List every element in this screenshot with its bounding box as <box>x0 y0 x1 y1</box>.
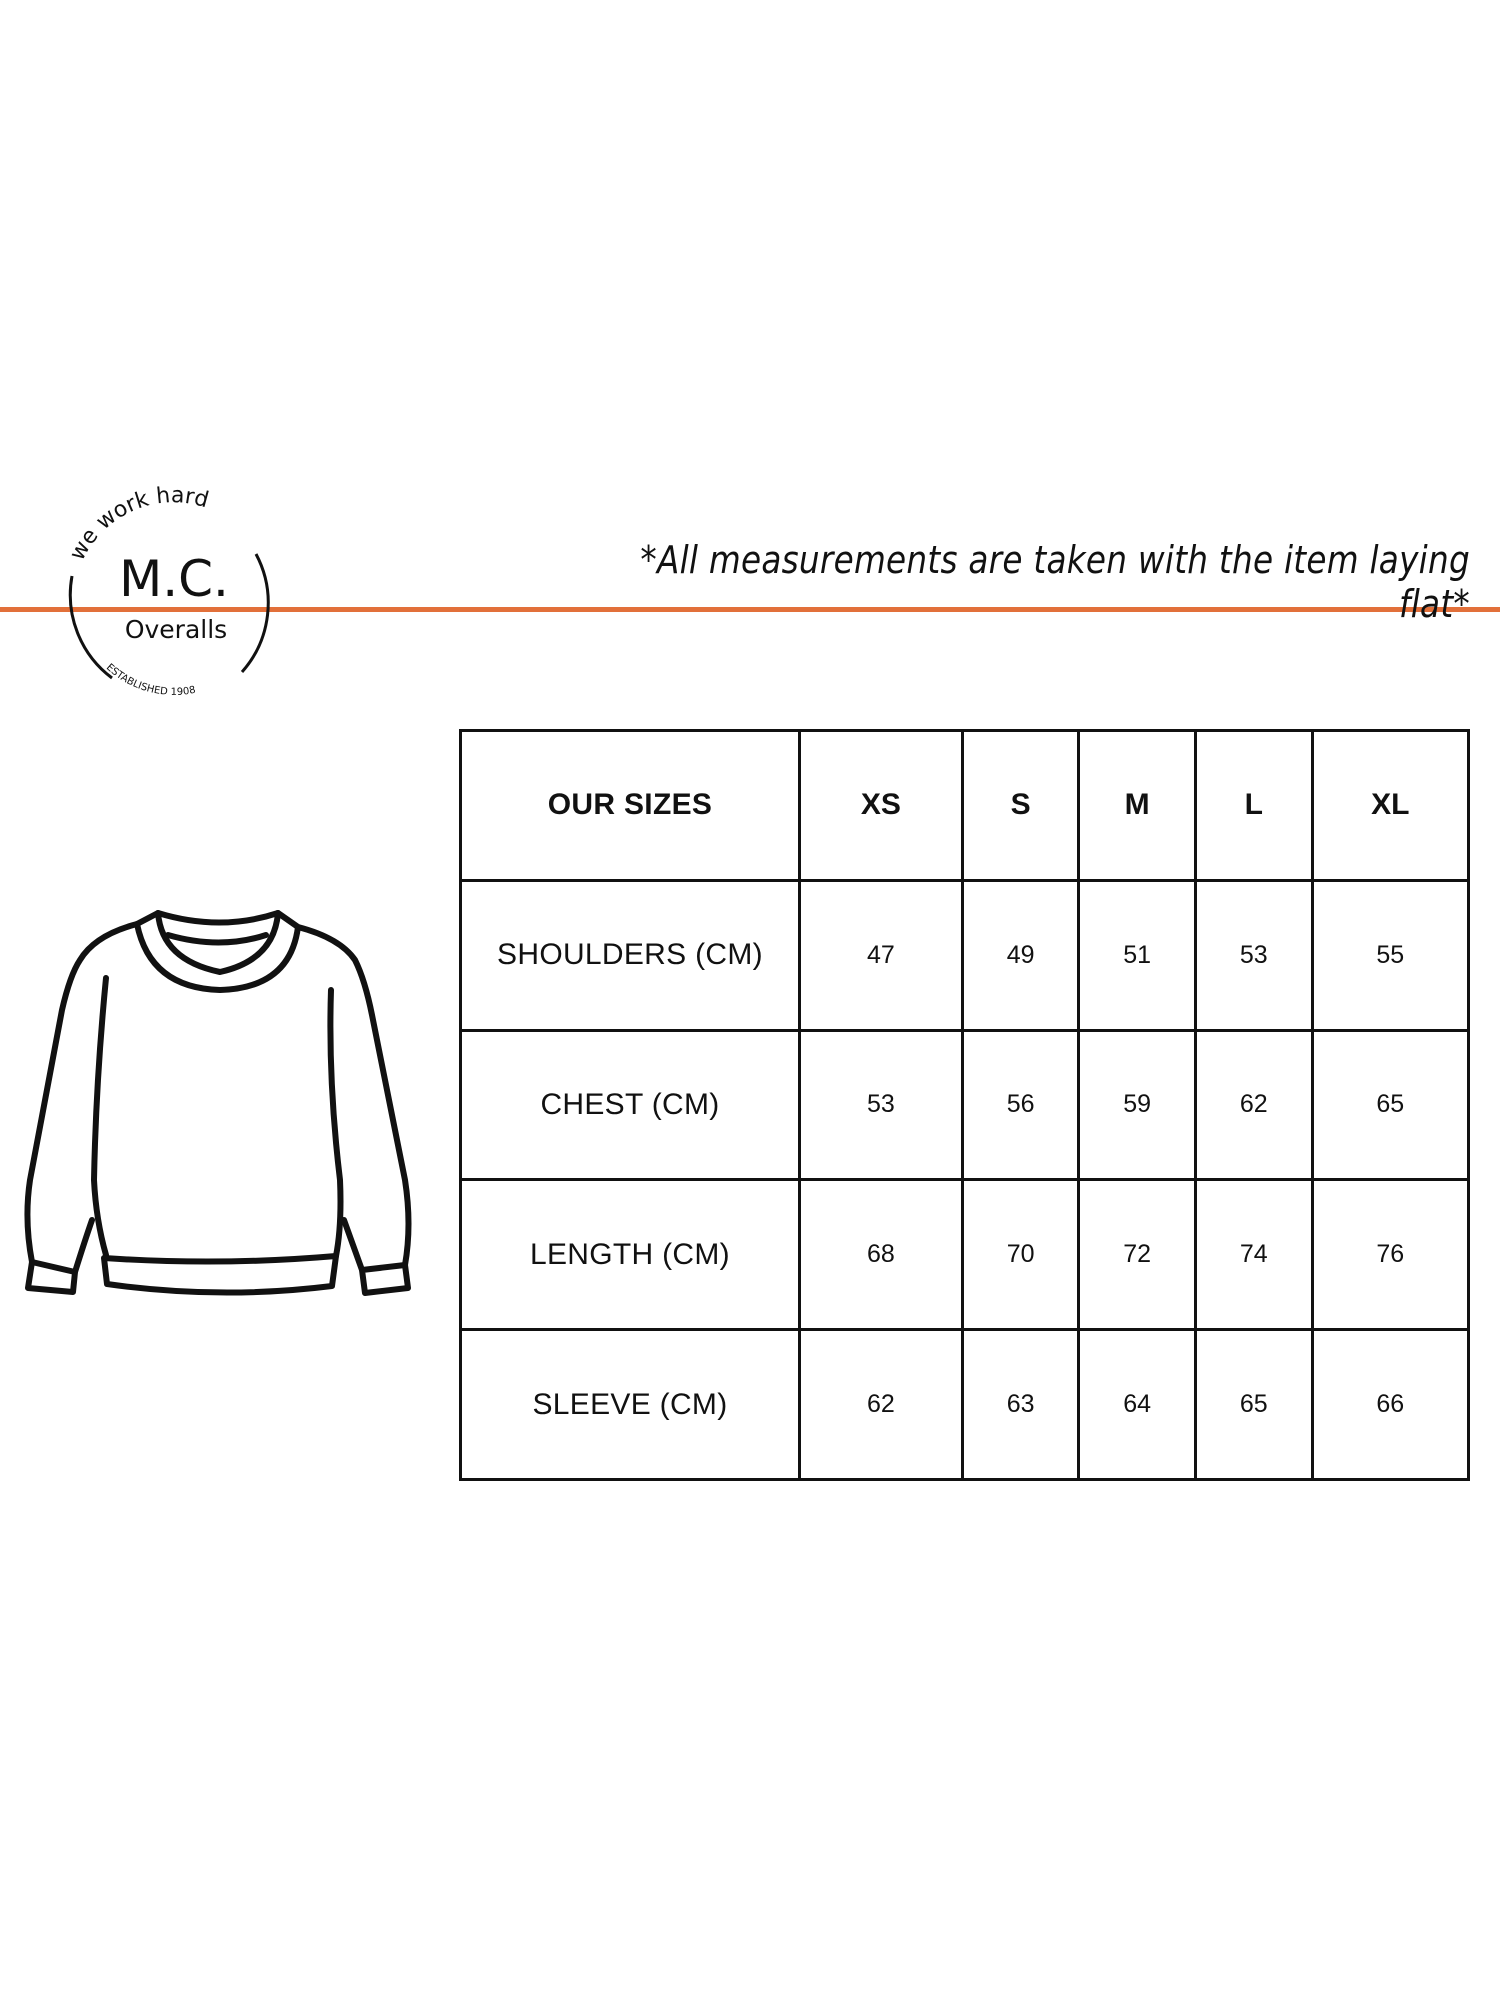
table-row: CHEST (CM) 53 56 59 62 65 <box>459 1028 1471 1182</box>
row-label: LENGTH (CM) <box>459 1178 801 1332</box>
header-cell: OUR SIZES <box>459 729 801 882</box>
table-cell: 53 <box>1193 878 1314 1032</box>
measurement-note: *All measurements are taken with the ite… <box>640 538 1470 626</box>
table-cell: 65 <box>1310 1028 1471 1182</box>
header-cell: XL <box>1310 729 1471 882</box>
table-cell: 49 <box>960 878 1081 1032</box>
brand-logo: we work hard ESTABLISHED 1908 M.C. Overa… <box>65 483 270 698</box>
table-cell: 62 <box>1193 1028 1314 1182</box>
table-header-row: OUR SIZES XS S M L XL <box>459 729 1471 882</box>
header-cell: L <box>1193 729 1314 882</box>
table-cell: 63 <box>960 1328 1081 1481</box>
table-cell: 55 <box>1310 878 1471 1032</box>
table-cell: 64 <box>1077 1328 1197 1481</box>
logo-arc-bottom: ESTABLISHED 1908 <box>104 662 197 698</box>
table-cell: 53 <box>798 1028 964 1182</box>
table-cell: 70 <box>960 1178 1081 1332</box>
header-cell: XS <box>798 729 964 882</box>
table-row: LENGTH (CM) 68 70 72 74 76 <box>459 1178 1471 1332</box>
table-cell: 72 <box>1077 1178 1197 1332</box>
table-row: SHOULDERS (CM) 47 49 51 53 55 <box>459 878 1471 1032</box>
size-chart-table: OUR SIZES XS S M L XL SHOULDERS (CM) 47 … <box>459 729 1471 1481</box>
sweater-icon <box>24 910 412 1296</box>
table-cell: 62 <box>798 1328 964 1481</box>
table-row: SLEEVE (CM) 62 63 64 65 66 <box>459 1328 1471 1481</box>
table-cell: 76 <box>1310 1178 1471 1332</box>
table-cell: 59 <box>1077 1028 1197 1182</box>
row-label: SHOULDERS (CM) <box>459 878 801 1032</box>
logo-name: M.C. <box>119 550 229 608</box>
row-label: SLEEVE (CM) <box>459 1328 801 1481</box>
table-cell: 66 <box>1310 1328 1471 1481</box>
table-cell: 68 <box>798 1178 964 1332</box>
table-cell: 56 <box>960 1028 1081 1182</box>
header-cell: M <box>1077 729 1197 882</box>
table-cell: 65 <box>1193 1328 1314 1481</box>
logo-sub: Overalls <box>125 615 227 644</box>
svg-text:ESTABLISHED 1908: ESTABLISHED 1908 <box>104 662 197 698</box>
header-cell: S <box>960 729 1081 882</box>
table-cell: 47 <box>798 878 964 1032</box>
row-label: CHEST (CM) <box>459 1028 801 1182</box>
table-cell: 74 <box>1193 1178 1314 1332</box>
orange-divider <box>0 607 1500 612</box>
table-cell: 51 <box>1077 878 1197 1032</box>
